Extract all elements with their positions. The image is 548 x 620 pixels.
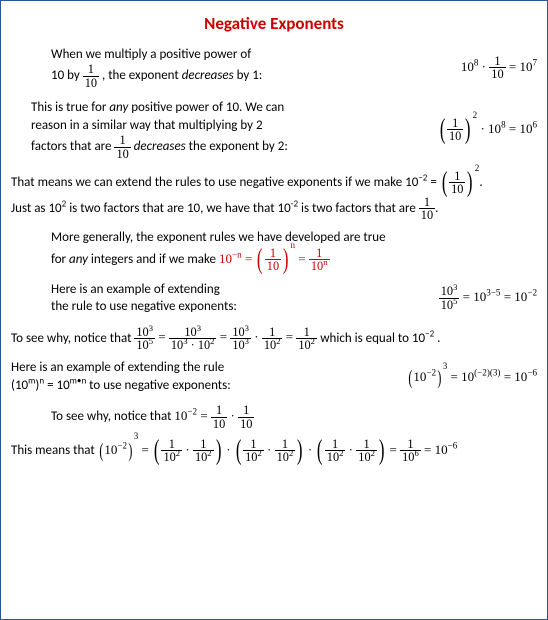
p7-line1: Here is an example of extending the rule bbox=[11, 359, 395, 377]
eq-3: 10−n = (110)n = 110n bbox=[219, 251, 330, 266]
para-4: More generally, the exponent rules we ha… bbox=[11, 229, 537, 272]
eq-7: 10−2 = 110 · 110 bbox=[174, 408, 254, 423]
p7-line2: (10m)n = 10m•n to use negative exponents… bbox=[11, 377, 395, 395]
eq-6: (10−2)3 = 10(−2)(3) = 10−6 bbox=[407, 368, 537, 386]
para-2-text: This is true for any positive power of 1… bbox=[31, 99, 426, 160]
para-9: This means that (10−2)3 = (1102 · 1102) … bbox=[11, 438, 537, 464]
p3-line2: Just as 102 is two factors that are 10, … bbox=[11, 196, 537, 222]
eq-4: 103105 = 103−5 = 10−2 bbox=[439, 285, 537, 311]
para-3: That means we can extend the rules to us… bbox=[11, 170, 537, 221]
document-page: Negative Exponents When we multiply a po… bbox=[0, 0, 548, 620]
eq-8: (10−2)3 = (1102 · 1102) · (1102 · 1102) … bbox=[98, 442, 458, 457]
para-5: Here is an example of extending the rule… bbox=[11, 281, 537, 316]
para-8: To see why, notice that 10−2 = 110 · 110 bbox=[11, 404, 537, 430]
eq-1: 108 · 110 = 107 bbox=[461, 55, 537, 81]
p5-line1: Here is an example of extending bbox=[51, 281, 427, 299]
para-1-text: When we multiply a positive power of 10 … bbox=[51, 46, 449, 89]
p2-line2: reason in a similar way that multiplying… bbox=[31, 117, 426, 135]
para-7: Here is an example of extending the rule… bbox=[11, 359, 537, 394]
para-6: To see why, notice that 103105 = 103103 … bbox=[11, 326, 537, 352]
p2-line3: factors that are 110 decreases the expon… bbox=[31, 134, 426, 160]
p5-line2: the rule to use negative exponents: bbox=[51, 298, 427, 316]
para-5-text: Here is an example of extending the rule… bbox=[51, 281, 427, 316]
p4-line2: for any integers and if we make 10−n = (… bbox=[51, 247, 537, 273]
para-7-text: Here is an example of extending the rule… bbox=[11, 359, 395, 394]
frac-1-10: 110 bbox=[83, 63, 99, 89]
para-2: This is true for any positive power of 1… bbox=[11, 99, 537, 160]
p1-line1: When we multiply a positive power of bbox=[51, 46, 449, 64]
page-title: Negative Exponents bbox=[11, 13, 537, 36]
eq-5: 103105 = 103103 · 102 = 103103 · 1102 = … bbox=[134, 329, 320, 344]
p2-line1: This is true for any positive power of 1… bbox=[31, 99, 426, 117]
p3-line1: That means we can extend the rules to us… bbox=[11, 170, 537, 196]
p1-line2: 10 by 110 , the exponent decreases by 1: bbox=[51, 63, 449, 89]
eq-2: (110)2 · 108 = 106 bbox=[438, 117, 537, 143]
para-1: When we multiply a positive power of 10 … bbox=[11, 46, 537, 89]
